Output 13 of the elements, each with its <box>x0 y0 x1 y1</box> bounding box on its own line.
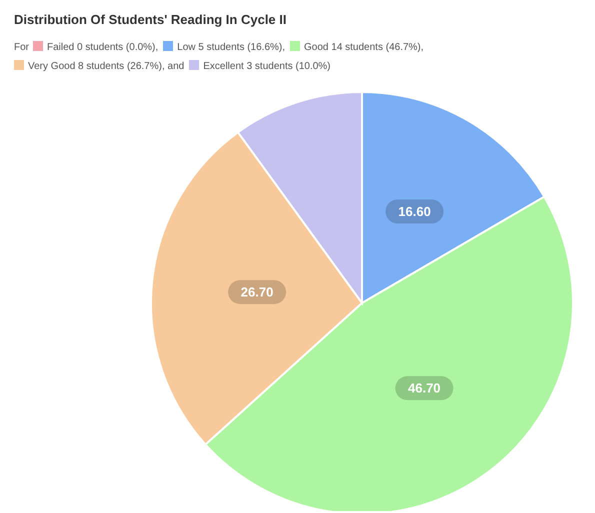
text: , <box>155 42 158 53</box>
data-label: 16.60 <box>398 204 431 220</box>
data-label: 26.70 <box>240 284 274 300</box>
text: , <box>420 42 424 53</box>
legend-label: Good 14 students (46.7%) <box>304 42 421 53</box>
legend-label: Low 5 students (16.6%) <box>177 42 282 53</box>
chart-title: Distribution Of Students' Reading In Cycle II <box>13 11 288 29</box>
legend-title: For <box>14 42 29 53</box>
text: , <box>282 42 286 53</box>
legend-label: Excellent 3 students (10.0%) <box>203 61 331 72</box>
legend-label: Very Good 8 students (26.7%), and <box>28 61 184 72</box>
legend-label: Failed 0 students (0.0%) <box>47 42 156 53</box>
data-label: 46.70 <box>408 380 441 396</box>
